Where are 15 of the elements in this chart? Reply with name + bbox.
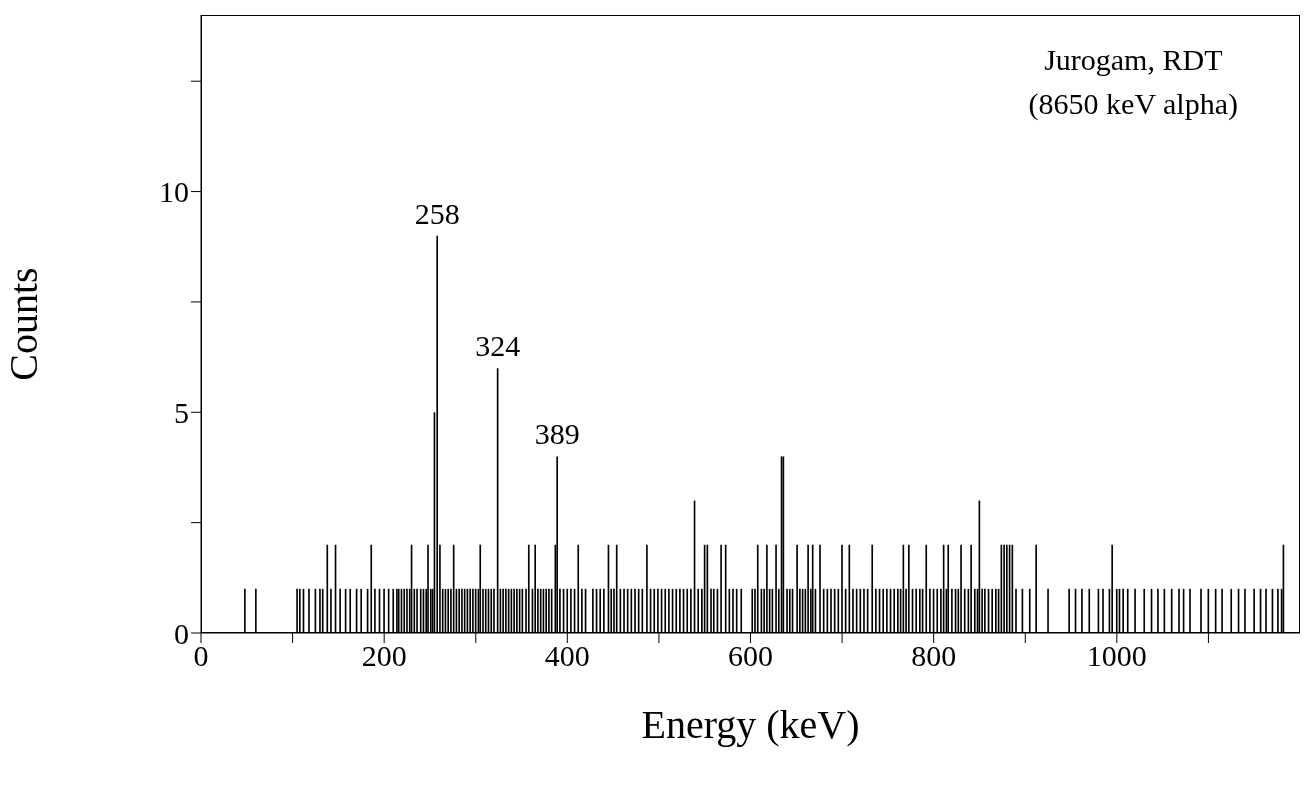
x-tick-label: 200 [361,639,407,673]
annotation: Jurogam, RDT [1043,42,1224,78]
x-tick-label: 1000 [1086,639,1147,673]
y-tick-label: 5 [174,395,189,429]
x-tick-label: 400 [544,639,590,673]
x-axis-title: Energy (keV) [641,702,860,747]
annotation: (8650 keV alpha) [1028,86,1238,122]
y-tick-label: 0 [174,616,189,650]
y-tick-label: 10 [159,175,189,209]
y-axis-title: Counts [1,267,47,381]
x-tick-label: 600 [728,639,773,673]
x-tick-label: 800 [911,639,957,673]
annotation: 389 [534,417,580,451]
annotation: 324 [475,329,521,363]
annotation: 258 [414,196,460,230]
